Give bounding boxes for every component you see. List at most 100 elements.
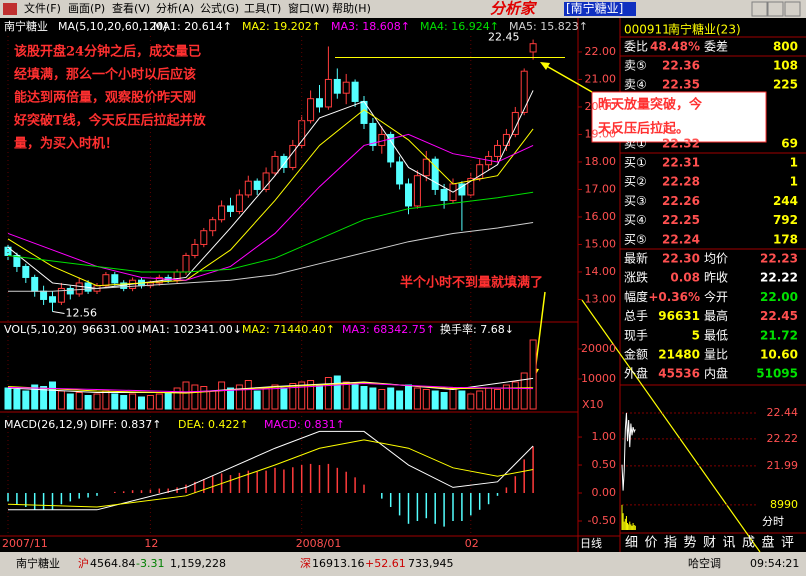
stat-value: 10.60 [760,348,798,362]
legend-entry: MA3: 68342.75↑ [342,323,435,336]
tab[interactable]: 评 [781,536,794,551]
stat-label: 最低 [704,328,728,342]
candle-body [182,254,190,273]
arrow-head [540,62,550,70]
annotation: 好突破T线，今天反压后拉起并放 [13,113,207,129]
tab[interactable]: 盘 [762,535,775,551]
stat-label: 最高 [704,308,728,323]
buy-value: 22.31 [662,156,700,170]
volume-bar [191,384,199,410]
status-item: 南宁糖业 [16,556,60,570]
intraday-line [621,412,636,491]
buy-label: 买② [624,175,647,189]
tab[interactable]: 势 [684,535,697,551]
menu-item[interactable]: 画面(P) [68,2,105,15]
status-item: 09:54:21 [750,557,799,570]
intraday-label: 分时 [762,515,784,528]
volume-bar [218,381,226,410]
y-tick-label: 18.00 [585,155,617,168]
volume-bar [209,390,217,410]
volume-bar [280,387,288,410]
volume-bar [182,381,190,410]
tab[interactable]: 讯 [723,536,736,551]
menu-item[interactable]: 公式(G) [200,2,239,15]
candle-body [22,265,30,278]
stat-value: 45536 [658,367,700,381]
menu-item[interactable]: 分析(A) [156,1,194,15]
status-bar [0,552,806,576]
y-tick-label: 20000 [581,342,616,355]
panel-title: MACD(26,12,9) [4,418,88,431]
volume-bar [227,387,234,410]
close-button[interactable] [784,1,801,17]
menu-item[interactable]: 文件(F) [24,1,61,15]
brand-box [564,2,636,16]
stat-value: 5 [692,328,700,342]
menu-item[interactable]: 工具(T) [244,2,281,15]
tab[interactable]: 财 [703,536,716,551]
sell-label: 卖④ [624,78,647,92]
stat-label: 外盘 [624,366,648,381]
candle-body [494,144,501,157]
volume-bar [129,393,137,410]
tab[interactable]: 指 [664,536,677,551]
y-tick-label: 1.00 [592,430,617,443]
candle-body [333,78,341,94]
volume-bar [57,390,65,410]
buy-label: 买③ [624,194,647,208]
candle-body [209,219,217,232]
candle-body [102,274,110,287]
candle-body [324,78,332,108]
buy-label: 买⑤ [624,232,647,246]
y-tick-label: 22.44 [767,406,799,419]
callout-arrow [542,63,593,93]
period-label: 日线 [580,536,602,550]
volume-bar [324,377,332,410]
stat-label: 量比 [704,348,728,362]
buy-volume: 1 [790,175,798,189]
menu-item[interactable]: 查看(V) [112,1,150,15]
volume-bar [102,390,110,410]
menu-item[interactable]: 帮助(H) [332,1,371,15]
y-tick-label: 20.00 [585,100,617,113]
volume-bar [511,381,519,410]
volume-bar [200,386,208,410]
volume-bar [458,390,466,410]
tab[interactable]: 成 [742,536,755,551]
y-tick-label: 13.00 [585,292,617,305]
volume-bar [22,390,30,410]
volume-bar [289,383,297,410]
candle-body [511,111,519,135]
candle-body [467,177,475,196]
tab[interactable]: 价 [645,536,658,551]
volume-bar [253,390,261,410]
maximize-button[interactable] [767,1,784,17]
y-tick-label: 8990 [770,498,798,511]
legend-entry: DEA: 0.422↑ [178,418,249,431]
candle-body [289,144,297,168]
volume-bar [173,387,181,410]
volume-bar [93,393,101,410]
candle-body [66,287,74,295]
volume-bar [396,390,404,410]
volume-bar [467,393,475,410]
app-icon[interactable] [3,3,17,15]
minimize-button[interactable] [751,1,768,17]
volume-bar [351,384,359,410]
pointer-line [581,299,761,553]
buy-value: 22.26 [662,194,700,208]
candle-body [262,172,270,190]
stat-label: 昨收 [704,271,728,285]
candle-body [396,161,404,185]
stat-value: 22.00 [760,290,798,304]
menu-item[interactable]: 窗口(W) [288,1,329,15]
volume-bar [4,387,12,410]
candle-body [422,158,430,177]
y-tick-label: 0.50 [592,458,617,471]
stat-label: 总手 [624,309,648,323]
macd-label: MACD: 0.831↑ [264,418,345,431]
candle-body [520,70,528,113]
tab[interactable]: 细 [625,536,638,551]
candle-body [440,188,448,201]
candle-body [342,81,350,94]
